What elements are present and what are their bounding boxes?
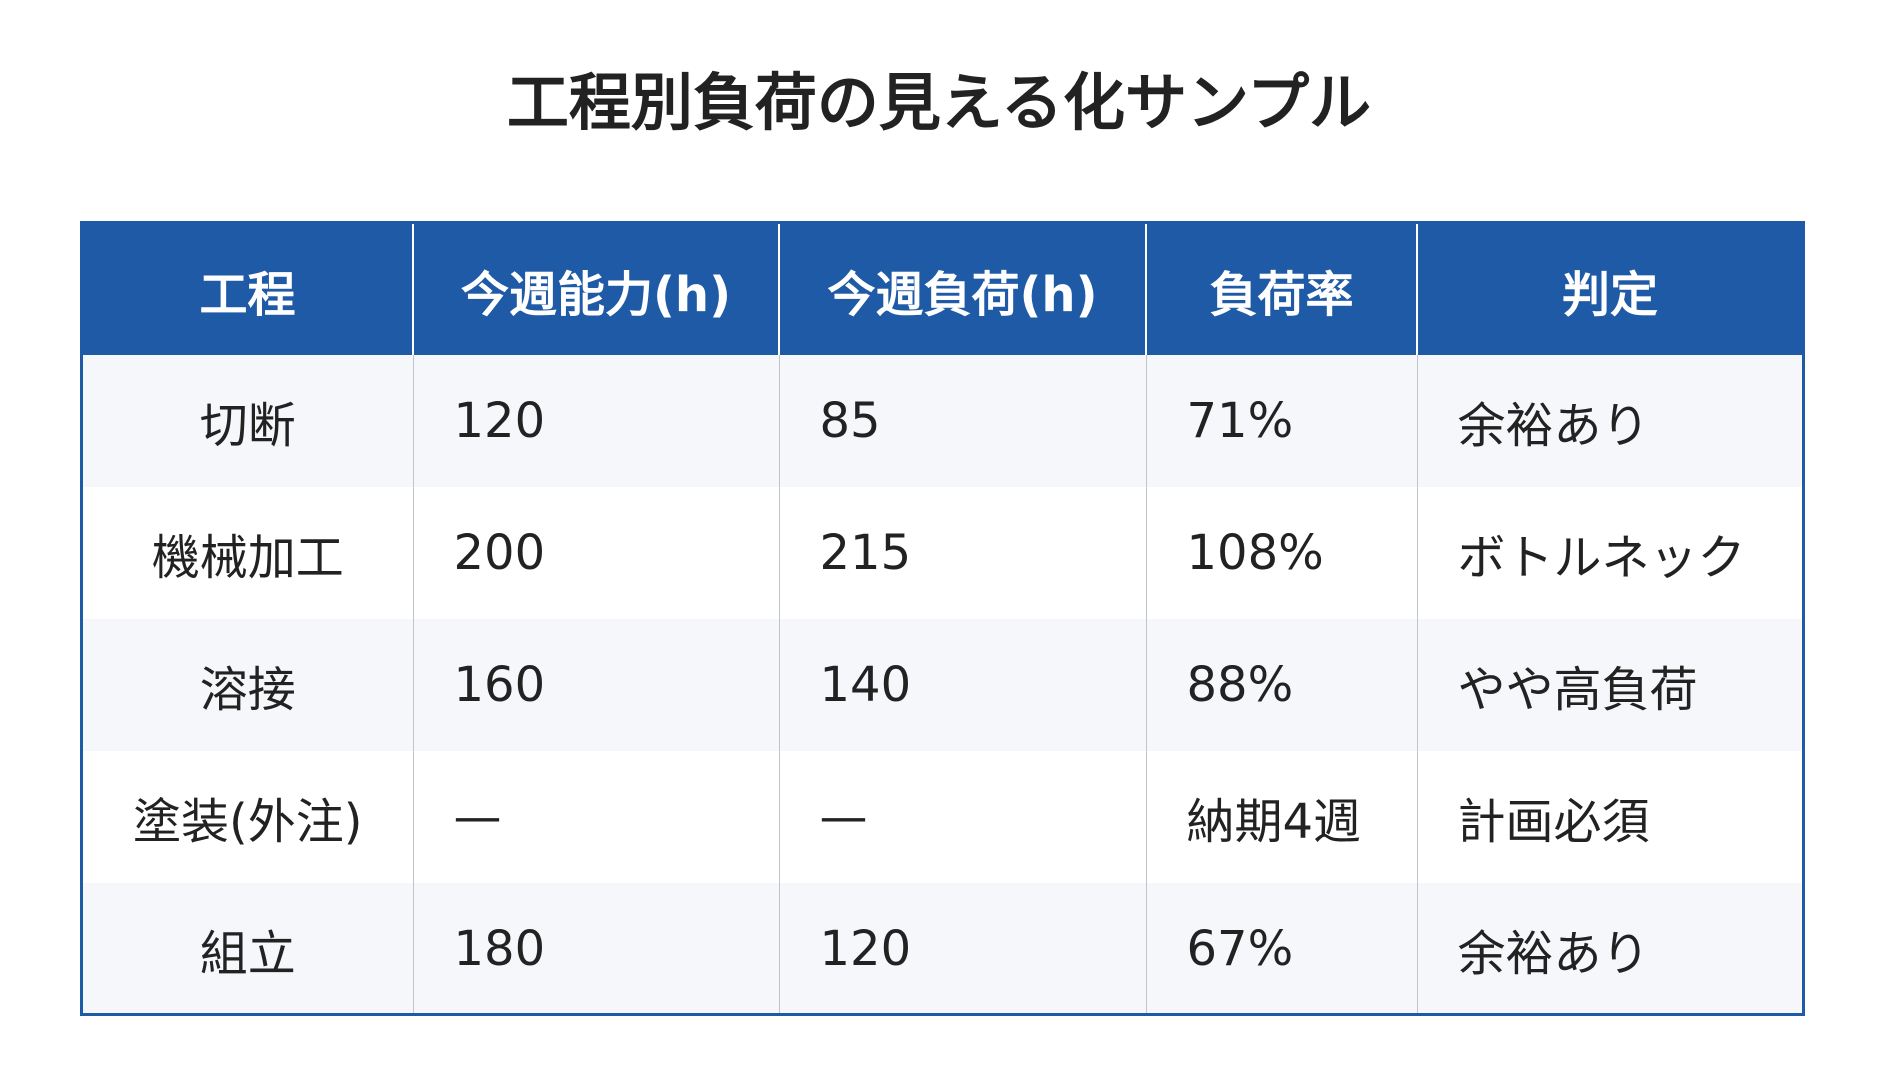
cell-load-rate: 88% bbox=[1145, 619, 1417, 751]
cell-judgement: 余裕あり bbox=[1416, 355, 1802, 487]
table-row: 機械加工 200 215 108% ボトルネック bbox=[83, 487, 1802, 619]
cell-process: 塗装(外注) bbox=[83, 751, 413, 883]
cell-judgement: ボトルネック bbox=[1416, 487, 1802, 619]
page-title: 工程別負荷の見える化サンプル bbox=[506, 66, 1372, 139]
cell-load-rate: 108% bbox=[1145, 487, 1417, 619]
cell-load: 215 bbox=[778, 487, 1146, 619]
cell-load: — bbox=[778, 751, 1146, 883]
cell-process: 切断 bbox=[83, 355, 413, 487]
column-header-load-rate: 負荷率 bbox=[1145, 224, 1417, 355]
cell-capacity: 200 bbox=[412, 487, 779, 619]
cell-load-rate: 71% bbox=[1145, 355, 1417, 487]
column-header-capacity: 今週能力(h) bbox=[412, 224, 779, 355]
cell-capacity: — bbox=[412, 751, 779, 883]
cell-load: 120 bbox=[778, 883, 1146, 1013]
cell-load-rate: 納期4週 bbox=[1145, 751, 1417, 883]
cell-load-rate: 67% bbox=[1145, 883, 1417, 1013]
cell-judgement: やや高負荷 bbox=[1416, 619, 1802, 751]
table-row: 塗装(外注) — — 納期4週 計画必須 bbox=[83, 751, 1802, 883]
cell-load: 140 bbox=[778, 619, 1146, 751]
cell-capacity: 120 bbox=[412, 355, 779, 487]
cell-capacity: 180 bbox=[412, 883, 779, 1013]
column-header-judgement: 判定 bbox=[1416, 224, 1802, 355]
table-row: 切断 120 85 71% 余裕あり bbox=[83, 355, 1802, 487]
cell-load: 85 bbox=[778, 355, 1146, 487]
load-table-frame: 工程 今週能力(h) 今週負荷(h) 負荷率 判定 切断 120 85 71% … bbox=[80, 221, 1805, 1016]
cell-judgement: 余裕あり bbox=[1416, 883, 1802, 1013]
table-row: 組立 180 120 67% 余裕あり bbox=[83, 883, 1802, 1013]
table-header-row: 工程 今週能力(h) 今週負荷(h) 負荷率 判定 bbox=[83, 224, 1802, 355]
cell-judgement: 計画必須 bbox=[1416, 751, 1802, 883]
column-header-process: 工程 bbox=[83, 224, 413, 355]
cell-process: 溶接 bbox=[83, 619, 413, 751]
column-header-load: 今週負荷(h) bbox=[778, 224, 1146, 355]
table-row: 溶接 160 140 88% やや高負荷 bbox=[83, 619, 1802, 751]
cell-capacity: 160 bbox=[412, 619, 779, 751]
load-table: 工程 今週能力(h) 今週負荷(h) 負荷率 判定 切断 120 85 71% … bbox=[83, 224, 1802, 1013]
cell-process: 組立 bbox=[83, 883, 413, 1013]
cell-process: 機械加工 bbox=[83, 487, 413, 619]
